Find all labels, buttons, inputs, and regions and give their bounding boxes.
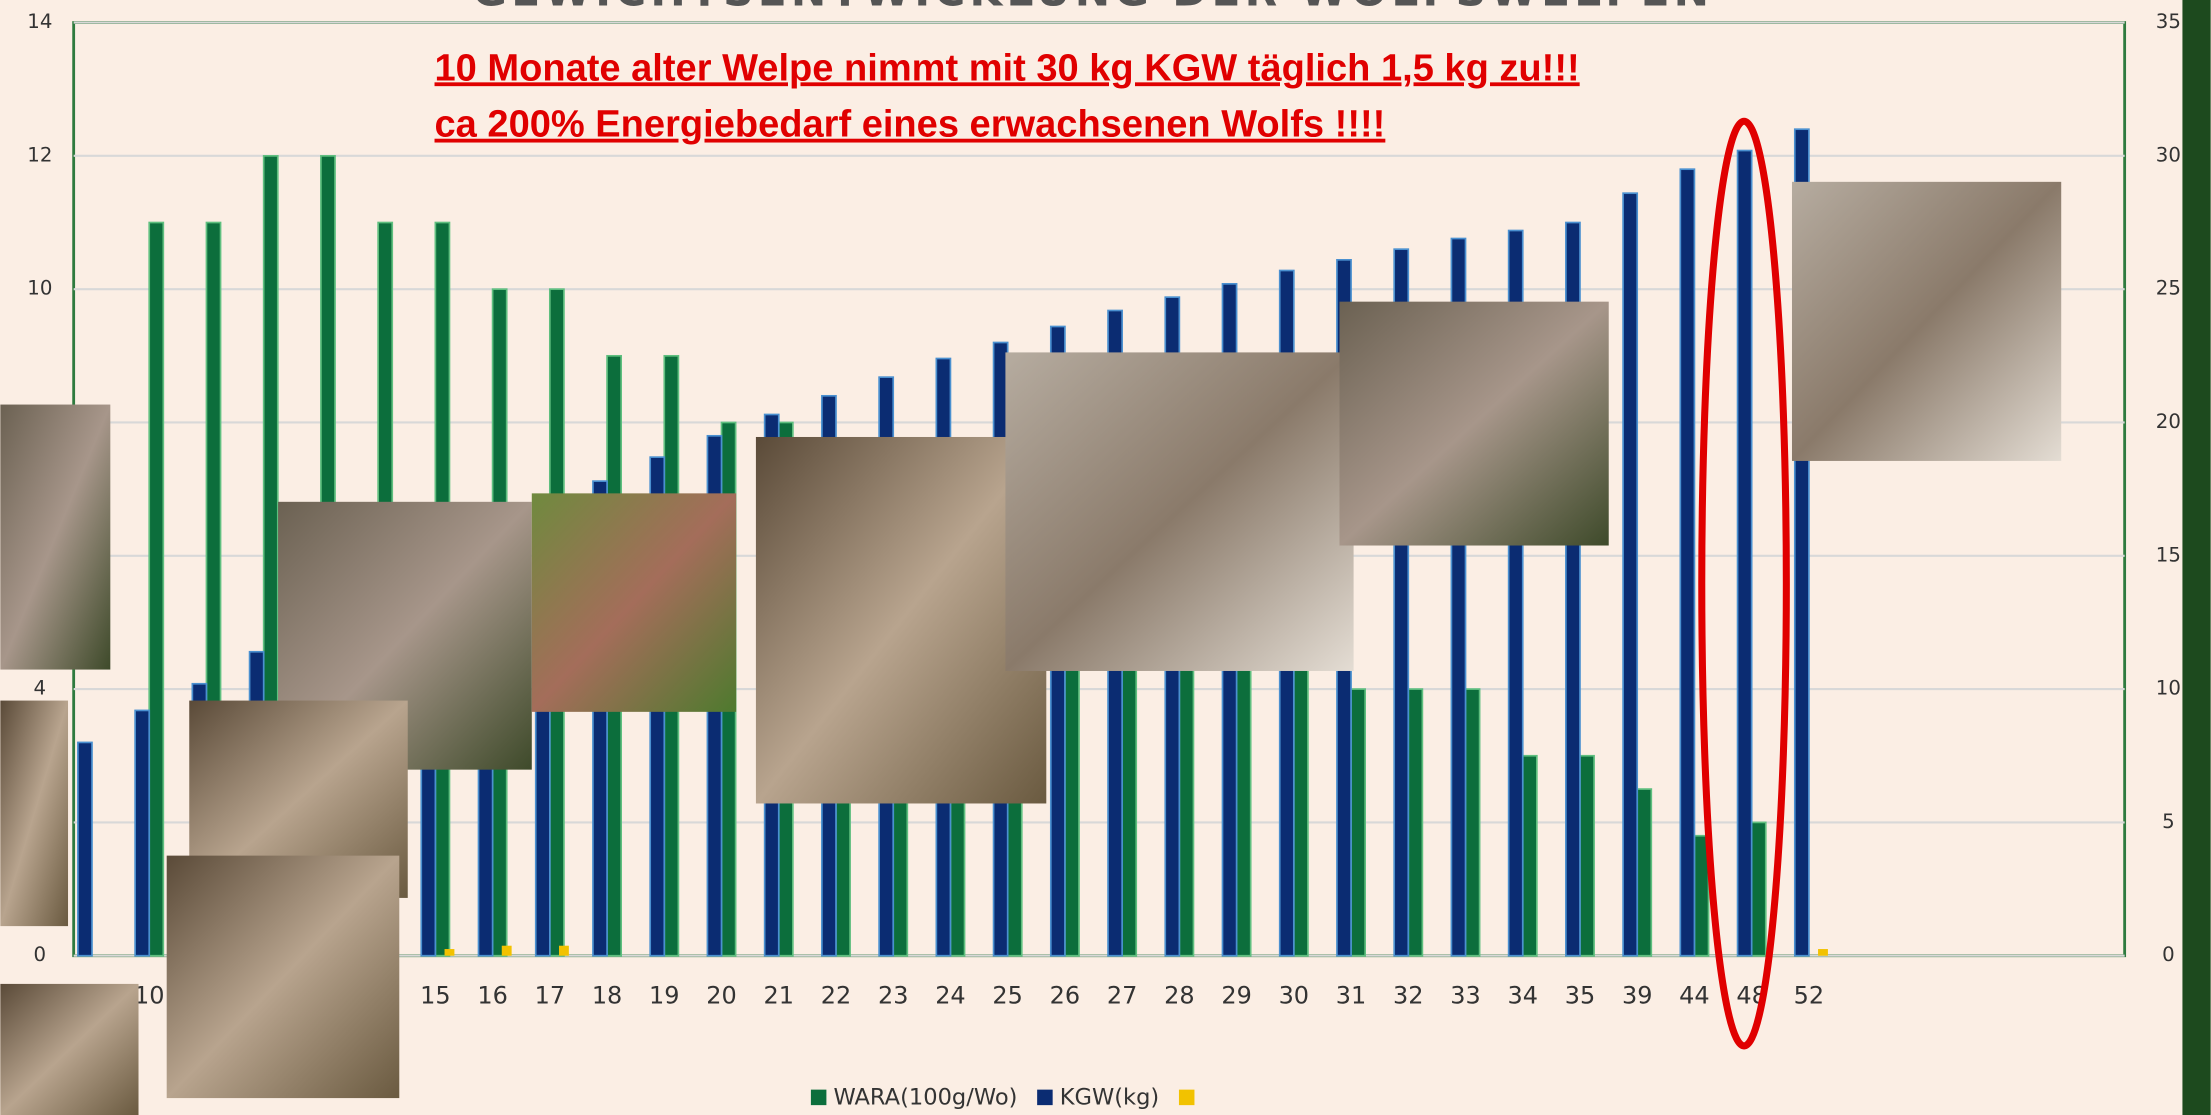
bar	[1679, 168, 1696, 957]
x-tick-label: 21	[764, 982, 794, 1010]
x-tick-label: 27	[1107, 982, 1137, 1010]
bar	[501, 945, 512, 956]
legend-swatch	[1037, 1089, 1053, 1106]
y2-tick-label: 25	[2156, 277, 2181, 300]
photos	[0, 181, 2062, 1115]
bar	[148, 221, 165, 957]
y2-tick-label: 30	[2156, 143, 2181, 166]
y2-tick-label: 20	[2156, 410, 2181, 433]
x-tick-label: 22	[821, 982, 851, 1010]
x-tick-label: 44	[1679, 982, 1709, 1010]
bar	[1350, 688, 1366, 957]
x-tick-label: 52	[1794, 982, 1824, 1010]
x-tick-label: 25	[992, 982, 1022, 1010]
bar	[1579, 754, 1595, 957]
y-tick-label: 14	[27, 10, 52, 33]
x-tick-label: 39	[1622, 982, 1652, 1010]
bar	[134, 709, 151, 957]
y-tick-label: 12	[27, 143, 52, 166]
x-tick-label: 17	[535, 982, 565, 1010]
legend-swatch	[1178, 1089, 1195, 1106]
x-tick-label: 18	[592, 982, 622, 1010]
bar	[1636, 788, 1653, 957]
x-tick-label: 26	[1050, 982, 1080, 1010]
y2-tick-label: 10	[2156, 677, 2181, 700]
y2-tick-label: 0	[2162, 943, 2175, 966]
x-tick-label: 19	[649, 982, 679, 1010]
photo	[531, 493, 737, 712]
y2-tick-label: 15	[2156, 543, 2181, 566]
legend: WARA(100g/Wo) KGW(kg)	[810, 1085, 1195, 1111]
x-tick-label: 15	[420, 982, 450, 1010]
x-tick-label: 32	[1393, 982, 1423, 1010]
bar	[1235, 621, 1252, 957]
legend-swatch	[810, 1089, 827, 1106]
bar	[1407, 688, 1424, 957]
chart-title: GEWICHTSENTWICKLUNG DER WOLFSWELPEN	[472, 0, 1713, 16]
x-tick-label: 28	[1164, 982, 1194, 1010]
x-tick-label: 16	[477, 982, 507, 1010]
highlight-ellipse	[1698, 117, 1790, 1050]
x-tick-label: 29	[1221, 982, 1251, 1010]
bar	[1464, 688, 1481, 957]
photo	[0, 404, 111, 670]
bar	[1178, 621, 1195, 957]
bar	[1521, 754, 1538, 957]
annotation: ca 200% Energiebedarf eines erwachsenen …	[435, 104, 1386, 146]
annotation: 10 Monate alter Welpe nimmt mit 30 kg KG…	[435, 47, 1580, 89]
frame-edge	[2182, 0, 2211, 1115]
bar	[558, 945, 569, 956]
photo	[166, 855, 400, 1099]
legend-label: WARA(100g/Wo)	[833, 1085, 1017, 1111]
x-tick-label: 33	[1450, 982, 1480, 1010]
x-tick-label: 35	[1565, 982, 1595, 1010]
x-tick-label: 31	[1336, 982, 1366, 1010]
bar	[1622, 192, 1639, 957]
bar	[1292, 654, 1309, 957]
x-tick-label: 10	[134, 982, 164, 1010]
y2-tick-label: 35	[2156, 10, 2181, 33]
bar	[444, 949, 455, 956]
x-tick-label: 34	[1508, 982, 1538, 1010]
y-tick-label: 4	[34, 677, 47, 700]
bar	[1736, 149, 1753, 957]
x-tick-label: 24	[935, 982, 965, 1010]
legend-label: KGW(kg)	[1060, 1085, 1160, 1111]
photo	[755, 436, 1047, 804]
bar	[1818, 949, 1828, 956]
bar	[1750, 821, 1767, 957]
photo	[1005, 352, 1354, 671]
y2-tick-label: 5	[2162, 810, 2175, 833]
x-tick-label: 20	[706, 982, 736, 1010]
photo	[1791, 181, 2062, 461]
photo	[0, 700, 69, 927]
y-tick-label: 0	[34, 943, 47, 966]
x-tick-label: 30	[1279, 982, 1309, 1010]
photo	[1339, 301, 1609, 546]
photo	[0, 983, 139, 1115]
x-tick-label: 23	[878, 982, 908, 1010]
y-tick-label: 10	[27, 277, 52, 300]
bar	[77, 741, 93, 957]
